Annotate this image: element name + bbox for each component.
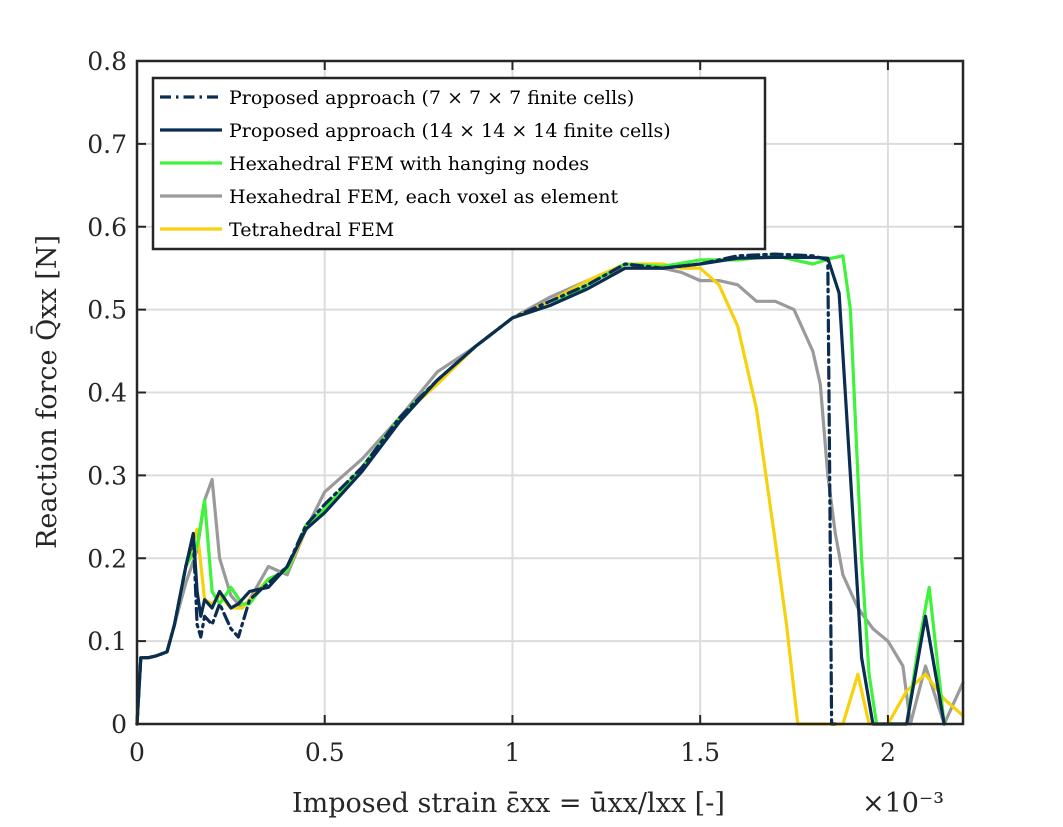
legend-label: Proposed approach (7 × 7 × 7 finite cell… bbox=[229, 87, 634, 109]
legend-label: Hexahedral FEM with hanging nodes bbox=[229, 153, 589, 175]
x-tick-label: 1.5 bbox=[680, 738, 720, 767]
legend-label: Tetrahedral FEM bbox=[229, 219, 394, 241]
ticks bbox=[136, 60, 963, 725]
y-tick-label: 0.1 bbox=[87, 627, 127, 656]
y-tick-label: 0.8 bbox=[87, 47, 127, 76]
x-tick-label: 0 bbox=[129, 738, 145, 767]
legend: Proposed approach (7 × 7 × 7 finite cell… bbox=[151, 76, 767, 251]
y-tick-label: 0.6 bbox=[87, 213, 127, 242]
legend-box bbox=[151, 76, 767, 251]
y-tick-label: 0 bbox=[111, 710, 127, 739]
legend-label: Proposed approach (14 × 14 × 14 finite c… bbox=[229, 120, 671, 142]
x-tick-label: 0.5 bbox=[305, 738, 345, 767]
y-axis-label: Reaction force Q̄xx [N] bbox=[29, 235, 63, 549]
x-axis-label: Imposed strain ε̄xx = ūxx/lxx [-] bbox=[292, 788, 725, 819]
x-tick-label: 2 bbox=[880, 738, 896, 767]
series-line bbox=[135, 252, 837, 726]
legend-label: Hexahedral FEM, each voxel as element bbox=[229, 186, 619, 208]
x-exponent-label: ×10⁻³ bbox=[862, 788, 944, 819]
x-tick-label: 1 bbox=[505, 738, 521, 767]
y-tick-label: 0.5 bbox=[87, 296, 127, 325]
tick-labels: 0 0.5 1 1.5 2 0 0.1 0.2 0.3 0.4 0.5 0.6 0.7 0.8 bbox=[87, 47, 896, 767]
series-lines bbox=[135, 252, 965, 726]
y-tick-label: 0.4 bbox=[87, 379, 127, 408]
y-tick-label: 0.7 bbox=[87, 130, 127, 159]
y-tick-label: 0.2 bbox=[87, 544, 127, 573]
y-tick-label: 0.3 bbox=[87, 461, 127, 490]
